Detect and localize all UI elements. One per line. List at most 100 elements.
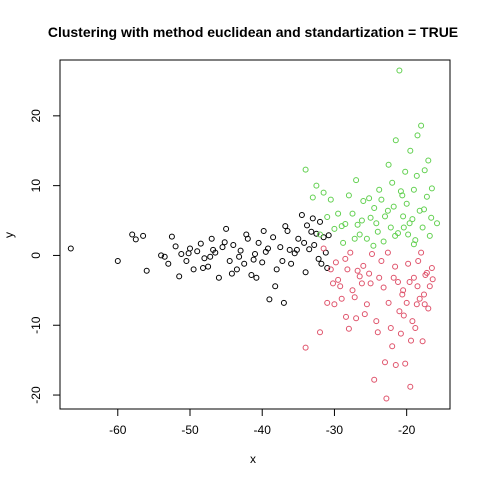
- data-point: [230, 242, 237, 248]
- data-point: [419, 224, 426, 231]
- data-point: [236, 253, 243, 260]
- data-point: [387, 325, 394, 331]
- data-point: [390, 203, 397, 210]
- data-point: [237, 247, 244, 254]
- data-point: [306, 246, 313, 253]
- data-point: [421, 206, 427, 213]
- data-point: [425, 305, 432, 312]
- data-point: [67, 245, 74, 252]
- data-point: [168, 233, 175, 240]
- data-point: [376, 186, 383, 193]
- data-point: [380, 238, 387, 245]
- data-point: [395, 279, 401, 285]
- data-point: [428, 185, 435, 192]
- data-point: [286, 246, 293, 253]
- data-point: [200, 265, 206, 271]
- data-point: [354, 267, 361, 274]
- data-point: [434, 220, 440, 227]
- data-point: [331, 225, 338, 232]
- y-tick-label: 0: [29, 252, 43, 259]
- data-point: [253, 274, 260, 281]
- data-point: [250, 256, 257, 263]
- data-point: [367, 280, 374, 287]
- data-point: [425, 157, 432, 164]
- data-point: [392, 232, 399, 239]
- data-point: [374, 329, 381, 336]
- data-point: [327, 266, 334, 273]
- data-point: [407, 383, 414, 390]
- data-point: [301, 239, 308, 246]
- data-point: [423, 193, 430, 200]
- data-point: [429, 276, 436, 283]
- data-point: [403, 299, 410, 306]
- data-point: [356, 231, 363, 238]
- data-point: [419, 338, 426, 345]
- data-point: [208, 235, 215, 242]
- data-point: [185, 250, 192, 257]
- data-point: [371, 205, 378, 211]
- data-point: [418, 122, 425, 129]
- data-point: [158, 252, 165, 259]
- data-point: [340, 239, 347, 246]
- data-point: [320, 234, 327, 241]
- data-point: [260, 228, 267, 234]
- data-point: [335, 210, 342, 217]
- data-point: [400, 312, 407, 319]
- data-point: [324, 214, 331, 220]
- data-point: [428, 214, 435, 221]
- data-point: [309, 215, 316, 222]
- data-point: [374, 228, 381, 235]
- data-point: [392, 362, 399, 368]
- data-point: [293, 246, 300, 253]
- y-axis: -20 -10 0 10 20: [29, 109, 61, 404]
- x-tick-label: -50: [181, 423, 199, 437]
- data-point: [408, 337, 414, 344]
- data-point: [347, 249, 354, 256]
- x-tick-label: -40: [254, 423, 272, 437]
- data-point: [295, 235, 302, 242]
- data-point: [172, 243, 179, 250]
- data-point: [414, 132, 421, 139]
- data-point: [366, 195, 373, 202]
- data-point: [282, 223, 289, 230]
- data-point: [360, 198, 367, 204]
- data-point: [344, 266, 351, 273]
- data-point: [132, 236, 139, 243]
- data-point: [410, 274, 417, 281]
- data-point: [409, 216, 416, 223]
- data-point: [406, 220, 413, 227]
- data-point: [178, 251, 185, 257]
- data-point: [241, 260, 248, 267]
- x-tick-label: -30: [326, 423, 344, 437]
- data-point: [418, 249, 425, 256]
- x-axis: -60 -50 -40 -30 -20: [109, 408, 416, 437]
- data-point: [194, 248, 201, 255]
- data-point: [183, 258, 190, 264]
- data-point: [366, 270, 373, 277]
- data-point: [342, 255, 349, 262]
- data-point: [351, 294, 358, 301]
- data-point: [266, 296, 273, 303]
- data-point: [207, 253, 214, 260]
- data-point: [349, 210, 356, 217]
- data-point: [358, 217, 365, 224]
- data-point: [308, 228, 315, 235]
- data-point: [252, 251, 258, 257]
- data-point: [161, 253, 168, 260]
- data-point: [190, 266, 197, 273]
- data-point: [338, 223, 345, 230]
- data-point: [410, 186, 417, 193]
- data-point: [412, 325, 419, 331]
- data-point: [389, 179, 396, 186]
- data-point: [407, 147, 414, 154]
- data-point: [288, 260, 295, 267]
- data-point: [318, 260, 325, 267]
- data-point: [309, 194, 316, 201]
- data-point: [363, 235, 370, 242]
- data-point: [304, 222, 310, 229]
- data-point: [426, 232, 433, 239]
- data-point: [279, 258, 286, 264]
- data-point: [143, 267, 150, 274]
- data-point: [376, 274, 383, 281]
- data-point: [421, 291, 427, 298]
